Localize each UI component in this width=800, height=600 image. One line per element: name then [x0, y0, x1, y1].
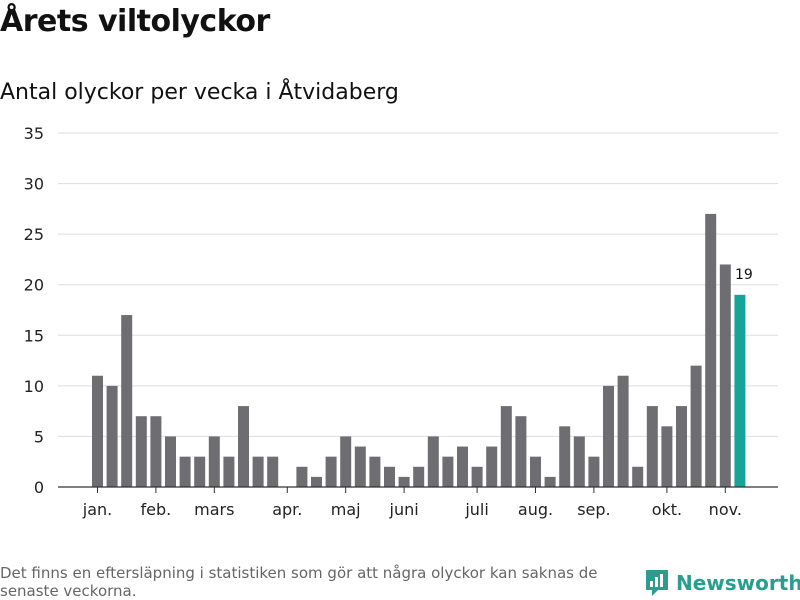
bar: [252, 456, 264, 487]
bar-chart: 0 5 10 15 20 25 30 35 jan. feb. mars apr. maj juni ju…: [24, 124, 778, 519]
bar: [603, 385, 614, 487]
x-tick-label: apr.: [272, 500, 302, 519]
y-tick-label: 5: [34, 427, 44, 446]
x-axis-tick-labels: jan. feb. mars apr. maj juni juli aug. sep. okt. n…: [82, 500, 742, 519]
data-label: 19: [735, 267, 753, 283]
bar: [734, 294, 746, 487]
bar: [340, 436, 352, 487]
bar: [661, 426, 673, 487]
bar: [92, 375, 103, 487]
x-tick-label: mars: [194, 500, 234, 519]
x-tick-label: nov.: [709, 500, 742, 519]
x-tick-label: okt.: [652, 500, 682, 519]
bar: [135, 416, 147, 487]
x-axis: [58, 486, 778, 493]
bar: [384, 466, 395, 487]
x-tick-label: juli: [464, 500, 488, 519]
y-tick-label: 30: [24, 175, 44, 194]
y-tick-label: 20: [24, 276, 44, 295]
bar: [690, 365, 702, 487]
bar: [121, 315, 133, 487]
bar: [515, 416, 527, 487]
bar: [573, 436, 585, 487]
y-tick-label: 10: [24, 377, 44, 396]
chart-subtitle: Antal olyckor per vecka i Åtvidaberg: [0, 80, 399, 105]
bar: [457, 446, 468, 487]
bar: [194, 456, 206, 487]
x-tick-label: maj: [331, 500, 361, 519]
bar: [311, 476, 322, 487]
bar: [442, 456, 454, 487]
brand-logo[interactable]: Newsworthy: [644, 568, 800, 598]
chart-title: Årets viltolyckor: [0, 4, 270, 39]
bar: [705, 213, 717, 487]
grid-lines: [58, 132, 778, 437]
bar: [617, 375, 629, 487]
bar: [486, 446, 498, 487]
bar: [179, 456, 191, 487]
bar: [559, 426, 571, 487]
bar: [413, 466, 425, 487]
bar: [500, 406, 512, 487]
x-tick-label: juni: [389, 500, 419, 519]
bar: [369, 456, 381, 487]
y-tick-label: 0: [34, 478, 44, 497]
bar: [719, 264, 731, 487]
bar: [646, 406, 658, 487]
bar: [106, 385, 118, 487]
x-tick-label: jan.: [82, 500, 112, 519]
bar: [530, 456, 541, 487]
bar: [325, 456, 337, 487]
bar: [150, 416, 162, 487]
y-tick-label: 35: [24, 124, 44, 143]
bar: [588, 456, 600, 487]
bar: [267, 456, 279, 487]
bar: [296, 466, 308, 487]
bar: [165, 436, 176, 487]
footnote: Det finns en eftersläpning i statistiken…: [0, 564, 598, 600]
newsworthy-logo-icon: [646, 570, 668, 596]
bar: [354, 446, 366, 487]
bar: [471, 466, 483, 487]
bar: [632, 466, 644, 487]
bar: [544, 476, 556, 487]
bars: [92, 213, 746, 487]
x-tick-label: feb.: [141, 500, 172, 519]
bar: [676, 406, 687, 487]
bar: [398, 476, 410, 487]
bar: [238, 406, 249, 487]
data-labels: 19: [735, 267, 753, 283]
x-tick-label: aug.: [518, 500, 553, 519]
bar: [208, 436, 220, 487]
bar: [223, 456, 235, 487]
y-tick-label: 15: [24, 326, 44, 345]
brand-name: Newsworthy: [676, 571, 800, 595]
y-tick-label: 25: [24, 225, 44, 244]
bar: [427, 436, 439, 487]
x-tick-label: sep.: [577, 500, 610, 519]
y-axis-tick-labels: 0 5 10 15 20 25 30 35: [24, 124, 44, 497]
